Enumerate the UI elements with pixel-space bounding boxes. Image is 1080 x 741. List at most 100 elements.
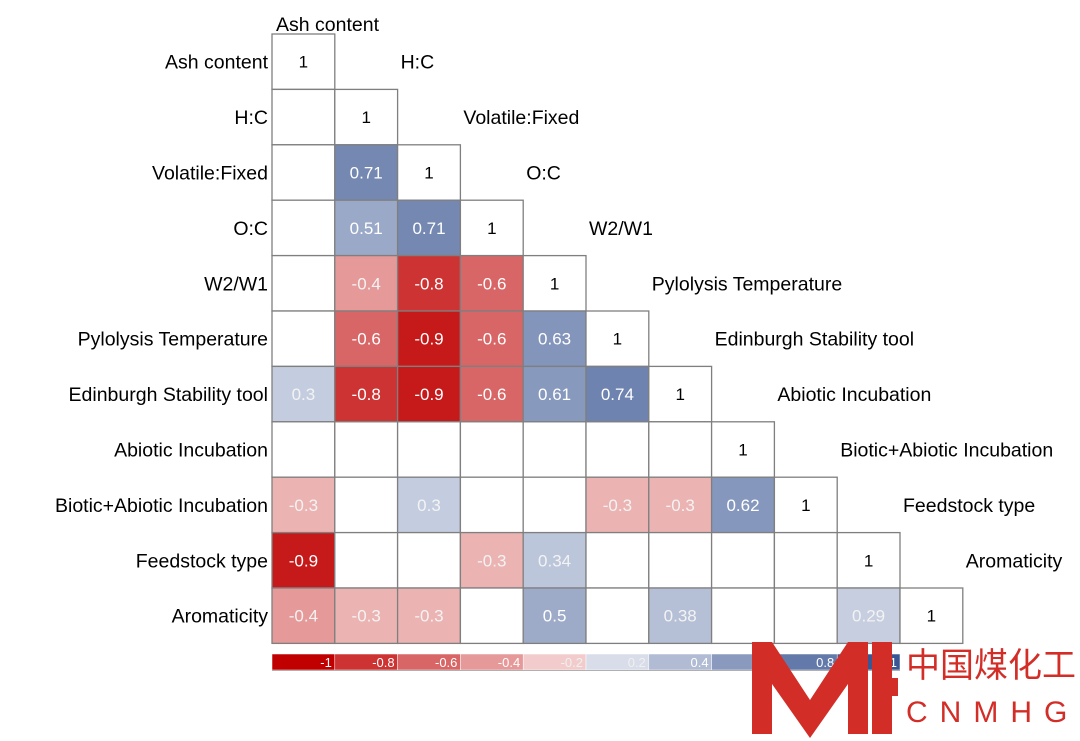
cell-value: 0.3 — [417, 496, 441, 515]
heatmap-cell — [459, 476, 524, 534]
heatmap-cell — [522, 476, 587, 534]
heatmap-cell — [271, 421, 336, 478]
row-label: W2/W1 — [204, 273, 268, 295]
heatmap-cell — [459, 587, 524, 645]
heatmap-cell — [710, 587, 776, 645]
heatmap-cell — [773, 587, 838, 645]
heatmap-cell — [585, 310, 650, 368]
column-label: O:C — [526, 163, 561, 185]
row-label: O:C — [233, 218, 268, 240]
row-label: Ash content — [165, 52, 269, 74]
heatmap-cell — [710, 476, 776, 534]
heatmap-cell — [773, 531, 838, 589]
row-label: Pylolysis Temperature — [78, 329, 268, 351]
diagonal-value: 1 — [675, 385, 684, 404]
cell-value: 0.51 — [350, 219, 383, 238]
heatmap-cell — [899, 587, 964, 645]
heatmap-cell — [271, 88, 336, 146]
heatmap-cell — [334, 587, 399, 645]
diagonal-value: 1 — [864, 551, 873, 570]
cell-value: 0.5 — [543, 607, 567, 626]
cell-value: -0.9 — [414, 330, 443, 349]
cell-value: -0.9 — [414, 385, 443, 404]
diagonal-value: 1 — [424, 164, 433, 183]
row-label: Biotic+Abiotic Incubation — [55, 495, 268, 517]
column-label: Volatile:Fixed — [463, 107, 579, 129]
heatmap-cell — [334, 531, 399, 589]
cell-value: 0.61 — [538, 385, 571, 404]
diagonal-value: 1 — [613, 330, 622, 349]
column-label: Abiotic Incubation — [777, 384, 931, 406]
heatmap-cell — [585, 476, 650, 534]
heatmap-cell — [522, 365, 587, 423]
heatmap-cell — [334, 88, 399, 146]
heatmap-cell — [522, 587, 587, 645]
column-label: Pylolysis Temperature — [652, 273, 842, 295]
cell-value: -0.3 — [352, 607, 381, 626]
colorbar-tick-label: -0.6 — [435, 655, 457, 670]
diagonal-value: 1 — [361, 108, 370, 127]
heatmap-cell — [648, 587, 713, 645]
diagonal-value: 1 — [550, 274, 559, 293]
diagonal-value: 1 — [801, 496, 810, 515]
heatmap-cell — [271, 310, 336, 368]
heatmap-cell — [648, 531, 713, 589]
heatmap-cell — [710, 421, 776, 478]
heatmap-cell — [396, 421, 462, 478]
heatmap-cell — [396, 365, 462, 423]
cell-value: 0.74 — [601, 385, 634, 404]
heatmap-cell — [648, 365, 713, 423]
colorbar-tick-label: -0.8 — [372, 655, 394, 670]
heatmap-cell — [396, 531, 462, 589]
heatmap-cell — [585, 365, 650, 423]
cell-value: -0.9 — [289, 551, 318, 570]
heatmap-cell — [710, 531, 776, 589]
column-label: Aromaticity — [966, 550, 1063, 572]
column-label: Biotic+Abiotic Incubation — [840, 440, 1053, 462]
heatmap-cell — [459, 254, 524, 312]
row-label: Feedstock type — [136, 550, 268, 572]
heatmap-cell — [585, 531, 650, 589]
cell-value: -0.8 — [352, 385, 381, 404]
column-label: Ash content — [276, 14, 380, 36]
cell-value: -0.6 — [477, 330, 506, 349]
column-label: H:C — [401, 52, 435, 74]
cell-value: -0.8 — [414, 274, 443, 293]
cell-value: -0.3 — [289, 496, 318, 515]
cell-value: 0.63 — [538, 330, 571, 349]
cell-value: -0.4 — [289, 607, 318, 626]
colorbar-tick-label: -0.4 — [498, 655, 520, 670]
heatmap-cell — [522, 254, 587, 312]
diagonal-value: 1 — [487, 219, 496, 238]
cell-value: 0.62 — [726, 496, 759, 515]
colorbar-tick-label: -0.2 — [561, 655, 583, 670]
cell-value: 0.3 — [292, 385, 316, 404]
heatmap-cell — [396, 587, 462, 645]
cell-value: -0.6 — [477, 274, 506, 293]
heatmap-cell — [271, 33, 336, 91]
colorbar-tick-label: 0.6 — [753, 655, 771, 670]
heatmap-cell — [773, 476, 838, 534]
row-label: Volatile:Fixed — [152, 163, 268, 185]
heatmap-cell — [648, 421, 713, 478]
heatmap-cell — [585, 421, 650, 478]
cell-value: -0.6 — [477, 385, 506, 404]
row-label: H:C — [234, 107, 268, 129]
heatmap-cell — [334, 365, 399, 423]
heatmap-cell — [271, 254, 336, 312]
heatmap-cell — [459, 310, 524, 368]
column-label: Edinburgh Stability tool — [715, 329, 914, 351]
diagonal-value: 1 — [299, 53, 308, 72]
diagonal-value: 1 — [927, 607, 936, 626]
cell-value: -0.3 — [477, 551, 506, 570]
cell-value: 0.38 — [664, 607, 697, 626]
cell-value: -0.3 — [414, 607, 443, 626]
row-label: Aromaticity — [172, 606, 269, 628]
heatmap-cell — [334, 310, 399, 368]
colorbar-tick-label: 0.8 — [816, 655, 834, 670]
heatmap-cell — [271, 199, 336, 257]
colorbar-tick-label: 0.4 — [691, 655, 709, 670]
column-label: Feedstock type — [903, 495, 1035, 517]
heatmap-cell — [334, 476, 399, 534]
